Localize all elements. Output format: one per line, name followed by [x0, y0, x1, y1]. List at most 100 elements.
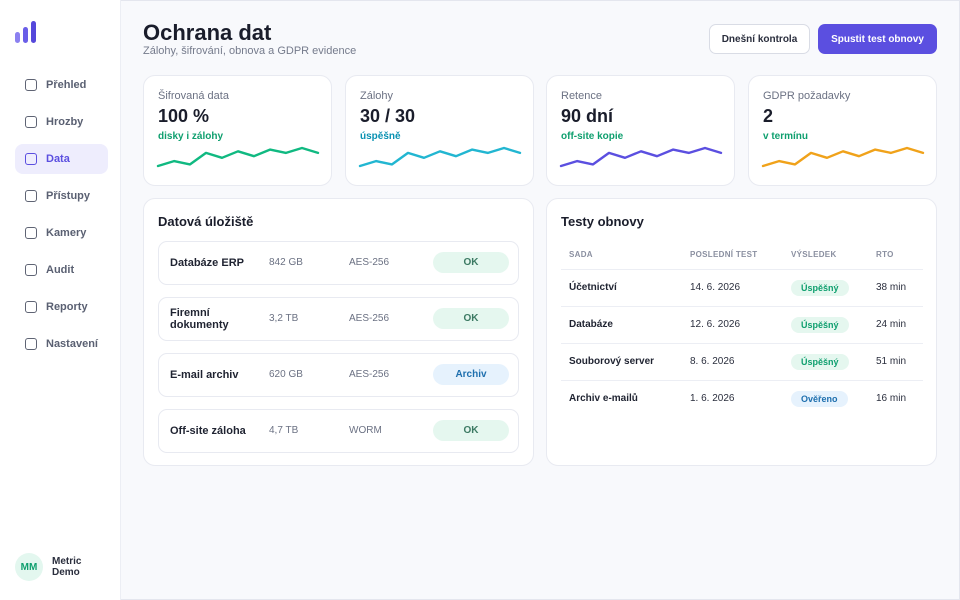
- sidebar-item-label: Nastavení: [46, 338, 98, 350]
- square-icon: [25, 301, 37, 313]
- status-badge: Archiv: [433, 364, 509, 385]
- sidebar-item-reporty[interactable]: Reporty: [15, 292, 108, 322]
- test-result-cell: Úspěšný: [783, 269, 868, 307]
- kpi-value: 90 dní: [561, 106, 614, 126]
- kpi-value: 100 %: [158, 106, 210, 126]
- page-title: Ochrana dat: [143, 20, 272, 45]
- sidebar-nav: Přehled Hrozby Data Přístupy Kamery Audi…: [15, 70, 108, 366]
- storage-panel: Datová úložiště Databáze ERP 842 GB AES-…: [143, 198, 534, 466]
- status-badge: OK: [433, 420, 509, 441]
- square-icon: [25, 153, 37, 165]
- list-item[interactable]: Databáze ERP 842 GB AES-256 OK: [158, 241, 519, 285]
- kpi-label: Šifrovaná data: [158, 90, 229, 102]
- column-header: RTO: [868, 241, 923, 270]
- panel-title: Datová úložiště: [158, 214, 254, 229]
- test-date: 8. 6. 2026: [682, 343, 783, 381]
- square-icon: [25, 190, 37, 202]
- kpi-label: GDPR požadavky: [763, 90, 851, 102]
- sidebar-item-label: Přehled: [46, 79, 87, 91]
- list-item[interactable]: Firemní dokumenty 3,2 TB AES-256 OK: [158, 297, 519, 341]
- test-set: Souborový server: [561, 343, 682, 381]
- kpi-card-retention: Retence 90 dní off-site kopie: [546, 75, 735, 186]
- sidebar-item-audit[interactable]: Audit: [15, 255, 108, 285]
- sidebar-item-label: Hrozby: [46, 116, 84, 128]
- kpi-sparkline: [358, 146, 522, 168]
- table-row[interactable]: Souborový server 8. 6. 2026 Úspěšný 51 m…: [561, 343, 923, 381]
- kpi-sparkline: [761, 146, 925, 168]
- status-badge: OK: [433, 308, 509, 329]
- storage-name: Firemní dokumenty: [170, 307, 229, 331]
- sidebar-item-hrozby[interactable]: Hrozby: [15, 107, 108, 137]
- test-result-cell: Úspěšný: [783, 306, 868, 344]
- status-badge: Úspěšný: [791, 316, 849, 333]
- storage-name: Databáze ERP: [170, 257, 244, 269]
- test-set: Archiv e-mailů: [569, 393, 638, 405]
- kpi-card-encrypted: Šifrovaná data 100 % disky i zálohy: [143, 75, 332, 186]
- test-set: Databáze: [561, 306, 682, 344]
- square-icon: [25, 116, 37, 128]
- panel-title: Testy obnovy: [561, 214, 644, 229]
- kpi-label: Retence: [561, 90, 602, 102]
- sidebar-item-pristupy[interactable]: Přístupy: [15, 181, 108, 211]
- restore-tests-panel: Testy obnovy SADA POSLEDNÍ TEST VÝSLEDEK…: [546, 198, 937, 466]
- test-date: 1. 6. 2026: [690, 393, 735, 405]
- list-item[interactable]: E-mail archiv 620 GB AES-256 Archiv: [158, 353, 519, 397]
- kpi-card-gdpr: GDPR požadavky 2 v termínu: [748, 75, 937, 186]
- square-icon: [25, 79, 37, 91]
- kpi-sub: v termínu: [763, 131, 809, 142]
- status-badge: OK: [433, 252, 509, 273]
- sidebar-item-kamery[interactable]: Kamery: [15, 218, 108, 248]
- column-header: SADA: [561, 241, 682, 270]
- storage-size: 3,2 TB: [269, 313, 299, 324]
- test-result-cell: Ověřeno: [783, 380, 868, 417]
- restore-tests-table: SADA POSLEDNÍ TEST VÝSLEDEK RTO Účetnict…: [561, 241, 923, 417]
- kpi-value: 2: [763, 106, 774, 126]
- run-restore-test-button[interactable]: Spustit test obnovy: [818, 24, 937, 54]
- storage-size: 4,7 TB: [269, 425, 299, 436]
- storage-name: E-mail archiv: [170, 369, 239, 381]
- test-rto: 51 min: [868, 343, 923, 381]
- kpi-sub: disky i zálohy: [158, 131, 224, 142]
- storage-encryption: AES-256: [349, 257, 390, 268]
- avatar: MM: [15, 553, 43, 581]
- storage-encryption: WORM: [349, 425, 382, 436]
- sidebar: Přehled Hrozby Data Přístupy Kamery Audi…: [0, 0, 121, 600]
- page-subtitle: Zálohy, šifrování, obnova a GDPR evidenc…: [143, 45, 357, 57]
- status-badge: Úspěšný: [791, 353, 849, 370]
- table-row[interactable]: Archiv e-mailů 1. 6. 2026 Ověřeno 16 min: [561, 380, 923, 417]
- storage-size: 620 GB: [269, 369, 303, 380]
- sidebar-item-label: Data: [46, 153, 70, 165]
- sidebar-item-prehled[interactable]: Přehled: [15, 70, 108, 100]
- kpi-sub: off-site kopie: [561, 131, 624, 142]
- sidebar-item-label: Kamery: [46, 227, 87, 239]
- status-badge: Úspěšný: [791, 279, 849, 296]
- column-header: VÝSLEDEK: [783, 241, 868, 270]
- column-header: POSLEDNÍ TEST: [682, 241, 783, 270]
- sidebar-item-nastaveni[interactable]: Nastavení: [15, 329, 108, 359]
- kpi-sub: úspěšně: [360, 131, 401, 142]
- user-name: Metric Demo: [52, 556, 82, 578]
- test-set: Účetnictví: [561, 269, 682, 307]
- test-rto: 24 min: [868, 306, 923, 344]
- daily-check-button[interactable]: Dnešní kontrola: [709, 24, 810, 54]
- test-date: 14. 6. 2026: [682, 269, 783, 307]
- test-rto: 38 min: [868, 269, 923, 307]
- square-icon: [25, 227, 37, 239]
- user-profile[interactable]: MM Metric Demo: [15, 553, 92, 581]
- table-row[interactable]: Účetnictví 14. 6. 2026 Úspěšný 38 min: [561, 269, 923, 307]
- test-date: 12. 6. 2026: [682, 306, 783, 344]
- sidebar-item-data[interactable]: Data: [15, 144, 108, 174]
- kpi-sparkline: [156, 146, 320, 168]
- table-header-row: SADA POSLEDNÍ TEST VÝSLEDEK RTO: [561, 241, 923, 270]
- kpi-label: Zálohy: [360, 90, 394, 102]
- sidebar-item-label: Reporty: [46, 301, 88, 313]
- status-badge: Ověřeno: [791, 390, 848, 407]
- bar-chart-logo-icon: [15, 21, 37, 43]
- table-row[interactable]: Databáze 12. 6. 2026 Úspěšný 24 min: [561, 306, 923, 344]
- list-item[interactable]: Off-site záloha 4,7 TB WORM OK: [158, 409, 519, 453]
- storage-size: 842 GB: [269, 257, 303, 268]
- square-icon: [25, 338, 37, 350]
- storage-name: Off-site záloha: [170, 425, 246, 437]
- square-icon: [25, 264, 37, 276]
- kpi-sparkline: [559, 146, 723, 168]
